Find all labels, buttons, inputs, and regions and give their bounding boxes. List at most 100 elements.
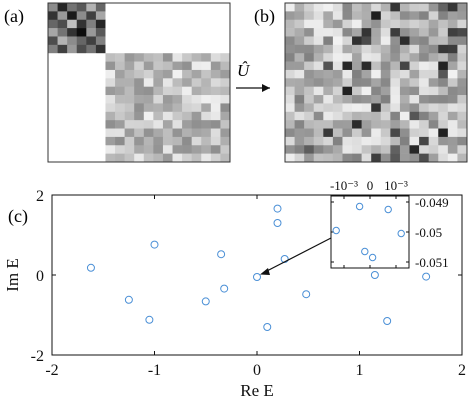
matrix-a-cell — [182, 28, 192, 37]
matrix-b-cell — [332, 95, 343, 104]
matrix-a-cell — [95, 3, 106, 12]
matrix-a-cell — [105, 3, 116, 12]
matrix-b-cell — [371, 69, 382, 79]
matrix-b-cell — [390, 69, 401, 79]
matrix-b-cell — [380, 53, 391, 62]
matrix-a-cell — [57, 44, 68, 54]
matrix-b-cell — [304, 78, 315, 87]
matrix-a-cell — [153, 53, 164, 62]
matrix-a-cell — [143, 36, 154, 46]
matrix-b-cell — [304, 95, 315, 104]
matrix-a-cell — [210, 36, 221, 46]
matrix-a-cell — [182, 3, 192, 12]
matrix-b-cell — [285, 78, 295, 87]
matrix-a-cell — [182, 95, 192, 104]
matrix-a-cell — [143, 19, 154, 29]
matrix-b-cell — [409, 120, 420, 129]
matrix-b-cell — [313, 3, 324, 12]
matrix-a-cell — [124, 61, 135, 71]
matrix-b-cell — [447, 136, 458, 146]
matrix-a-cell — [115, 86, 125, 96]
matrix-b-cell — [447, 111, 458, 121]
matrix-a-cell — [210, 128, 221, 138]
matrix-a-cell — [48, 78, 58, 87]
matrix-a-cell — [124, 36, 135, 46]
matrix-a-cell — [182, 36, 192, 46]
matrix-a-cell — [48, 111, 58, 121]
matrix-a-cell — [76, 36, 87, 46]
matrix-b-cell — [419, 145, 429, 154]
matrix-b-cell — [428, 36, 439, 46]
matrix-b-cell — [371, 3, 382, 12]
matrix-b-cell — [438, 3, 449, 12]
matrix-a-cell — [220, 53, 231, 62]
matrix-b-cell — [380, 28, 391, 37]
matrix-a-cell — [67, 69, 78, 79]
matrix-a-cell — [172, 28, 183, 37]
matrix-a-cell — [76, 136, 87, 146]
matrix-b-cell — [447, 78, 458, 87]
matrix-a-cell — [76, 103, 87, 113]
matrix-a-cell — [95, 145, 106, 154]
matrix-b-cell — [438, 78, 449, 87]
matrix-b-cell — [457, 95, 468, 104]
matrix-b-cell — [361, 136, 372, 146]
matrix-b-cell — [419, 69, 429, 79]
matrix-b-cell — [285, 103, 295, 113]
matrix-a-cell — [95, 78, 106, 87]
matrix-a-cell — [201, 19, 212, 29]
matrix-b-cell — [304, 3, 315, 12]
inset-y-tick-label: -0.051 — [415, 255, 449, 270]
matrix-b-cell — [304, 53, 315, 62]
matrix-b-cell — [304, 36, 315, 46]
matrix-b-cell — [438, 153, 449, 163]
matrix-b-cell — [409, 53, 420, 62]
matrix-b-cell — [332, 111, 343, 121]
operator-label: Û — [237, 61, 251, 80]
matrix-a-cell — [76, 78, 87, 87]
data-point — [220, 284, 229, 293]
matrix-b-cell — [457, 53, 468, 62]
y-tick-label: 0 — [36, 268, 44, 285]
matrix-b-cell — [342, 61, 353, 71]
matrix-b-cell — [332, 136, 343, 146]
matrix-b-cell — [428, 111, 439, 121]
matrix-b-cell — [294, 44, 305, 54]
matrix-b-cell — [447, 153, 458, 163]
matrix-a-cell — [182, 86, 192, 96]
matrix-b-cell — [399, 61, 410, 71]
matrix-a-cell — [143, 86, 154, 96]
matrix-b-cell — [294, 103, 305, 113]
matrix-a-cell — [105, 145, 116, 154]
matrix-a-cell — [182, 136, 192, 146]
matrix-b-cell — [352, 145, 362, 154]
matrix-a-cell — [153, 145, 164, 154]
matrix-a-cell — [172, 61, 183, 71]
matrix-b-cell — [342, 11, 353, 21]
matrix-b-cell — [447, 19, 458, 29]
matrix-a-cell — [172, 128, 183, 138]
matrix-b-cell — [409, 111, 420, 121]
inset-data-point — [397, 229, 405, 238]
matrix-b-cell — [342, 95, 353, 104]
matrix-b-cell — [457, 78, 468, 87]
matrix-a-cell — [143, 136, 154, 146]
matrix-a-cell — [67, 44, 78, 54]
matrix-b-cell — [428, 86, 439, 96]
matrix-b-cell — [390, 28, 401, 37]
matrix-a-cell — [134, 103, 145, 113]
matrix-a-cell — [162, 3, 173, 12]
matrix-b-cell — [380, 3, 391, 12]
matrix-b-cell — [313, 153, 324, 163]
matrix-b-cell — [361, 53, 372, 62]
matrix-a-cell — [153, 3, 164, 12]
matrix-a-cell — [67, 36, 78, 46]
matrix-b-cell — [428, 11, 439, 21]
inset-data-point — [332, 226, 340, 235]
data-point — [383, 317, 392, 325]
matrix-a-cell — [57, 28, 68, 37]
matrix-a-cell — [67, 3, 78, 12]
matrix-b-cell — [313, 69, 324, 79]
matrix-a-cell — [48, 3, 58, 12]
matrix-a-cell — [105, 78, 116, 87]
